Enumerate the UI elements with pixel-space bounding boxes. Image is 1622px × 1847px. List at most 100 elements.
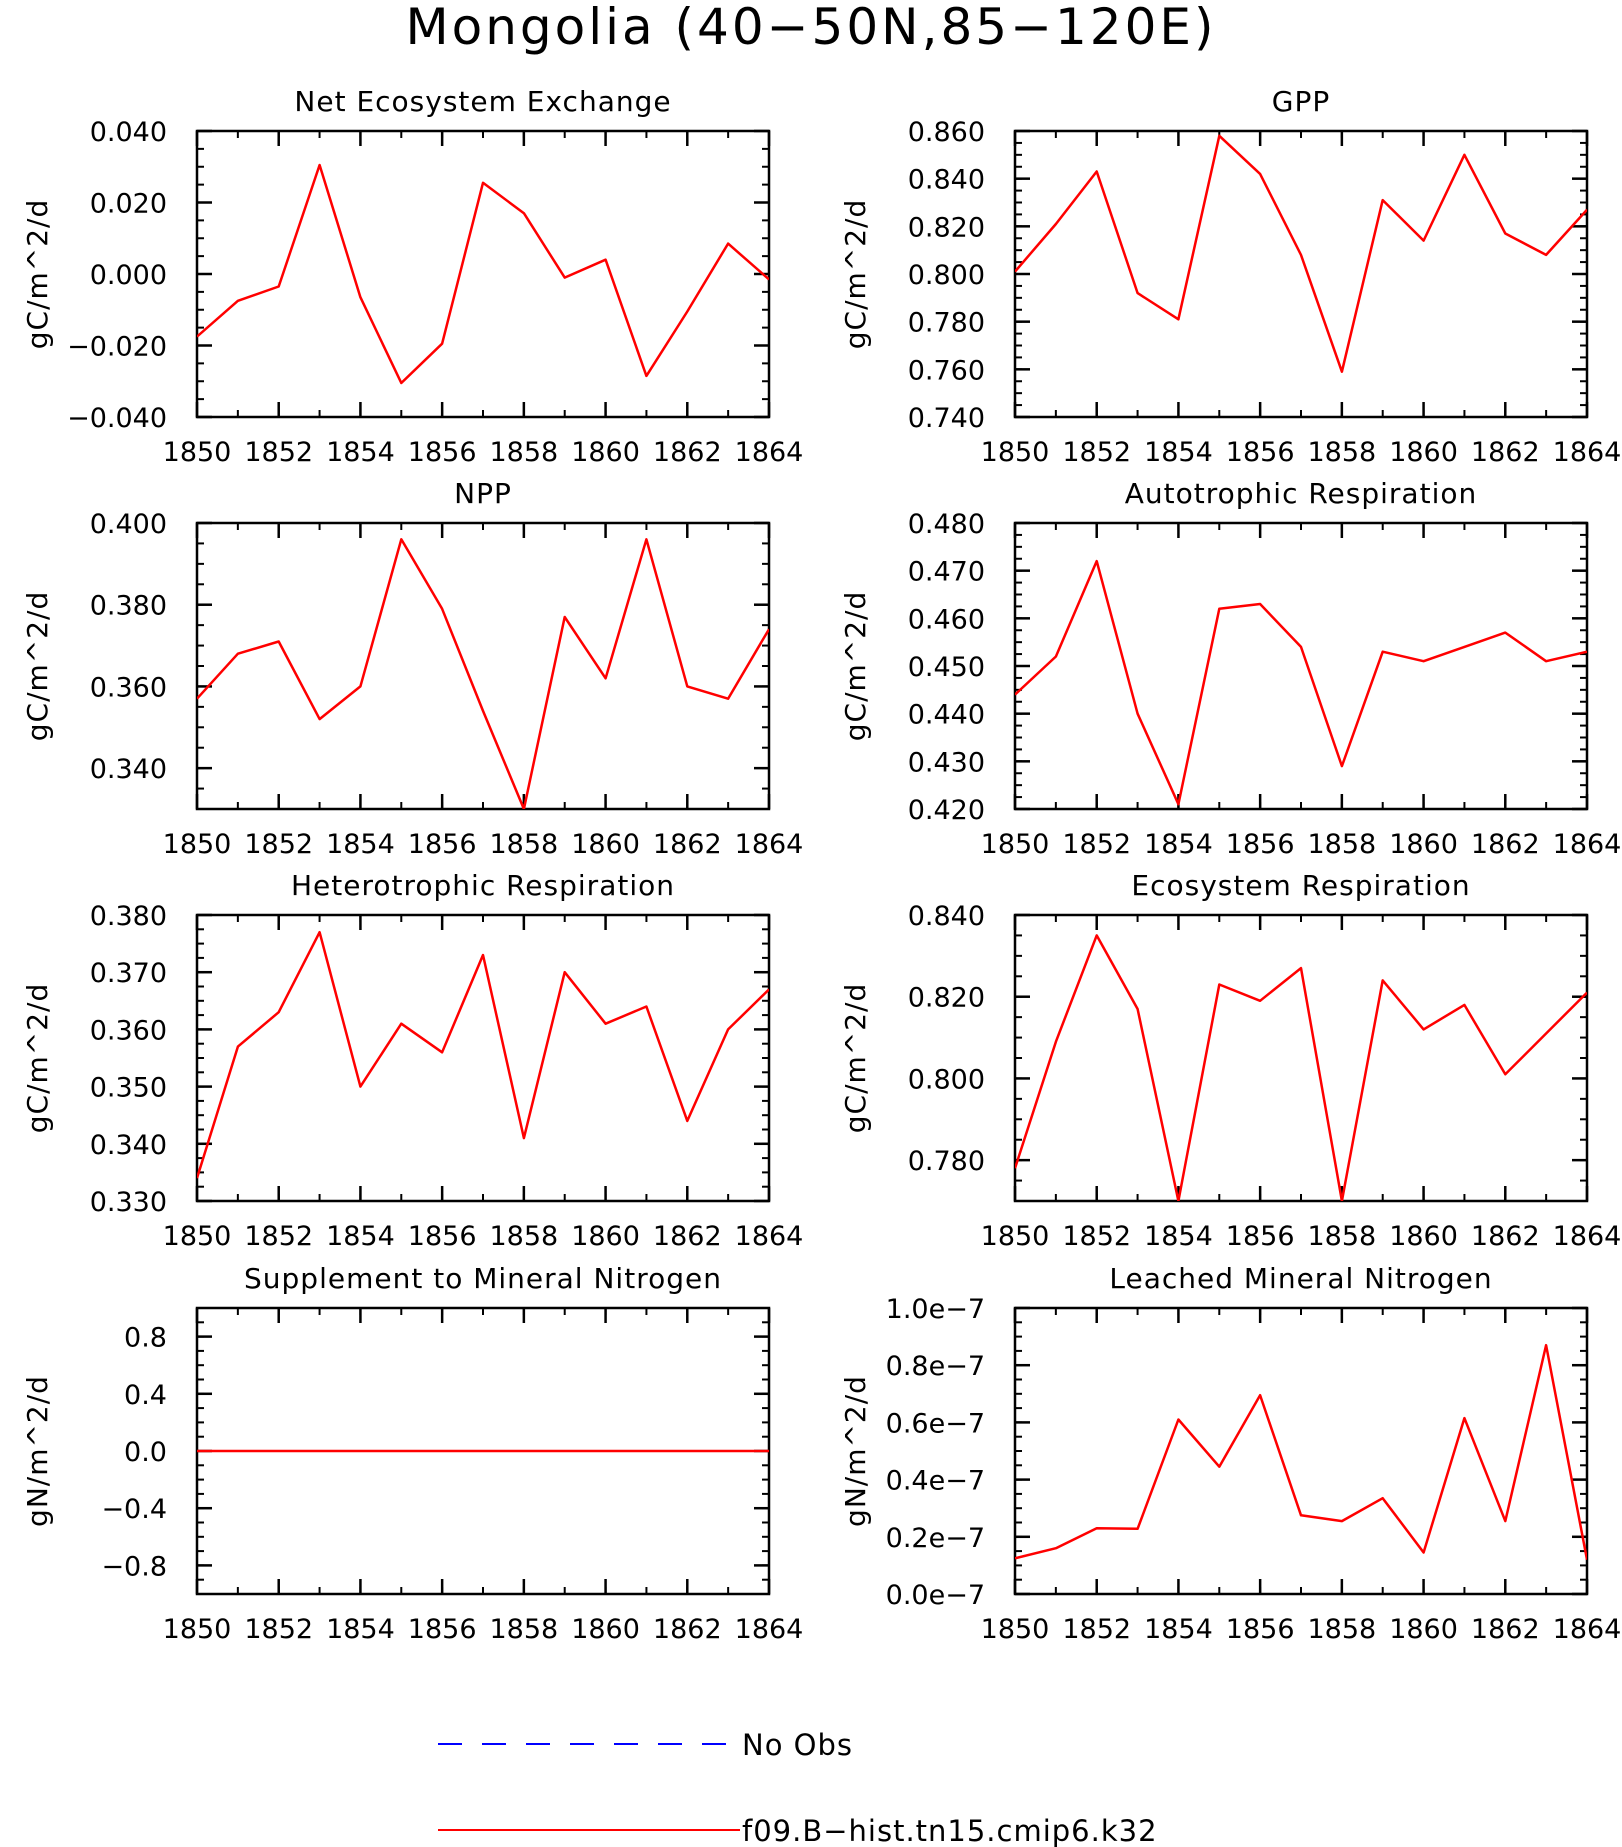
panels-group: Net Ecosystem Exchange gC/m^2/d 1850 1852 18…	[21, 85, 1621, 1645]
y-tick-label: 0.480	[908, 509, 985, 540]
x-tick-label: 1856	[1226, 437, 1295, 468]
y-tick-label: 0.0e−7	[886, 1580, 985, 1611]
x-tick-label: 1864	[1553, 829, 1622, 860]
y-tick-label: 0.000	[90, 260, 167, 291]
x-tick-label: 1864	[735, 1221, 804, 1252]
x-tick-label: 1862	[1471, 829, 1540, 860]
chart-panel: Ecosystem Respiration gC/m^2/d 1850 1852 185…	[839, 869, 1621, 1252]
legend-model-label: f09.B−hist.tn15.cmip6.k32	[742, 1814, 1158, 1847]
y-tick-label: 1.0e−7	[886, 1294, 985, 1325]
x-tick-label: 1852	[244, 1614, 313, 1645]
legend-no-obs-label: No Obs	[742, 1728, 853, 1762]
y-tick-label: 0.8	[124, 1323, 167, 1354]
y-tick-label: −0.020	[67, 332, 167, 363]
y-axis-label: gC/m^2/d	[21, 983, 54, 1134]
y-tick-label: 0.420	[908, 795, 985, 826]
x-tick-label: 1862	[1471, 437, 1540, 468]
x-tick-label: 1852	[1062, 829, 1131, 860]
y-tick-label: 0.840	[908, 901, 985, 932]
series-line	[1015, 1343, 1587, 1560]
x-tick-label: 1862	[653, 1614, 722, 1645]
x-tick-label: 1864	[1553, 1221, 1622, 1252]
x-tick-label: 1850	[981, 1221, 1050, 1252]
y-tick-label: 0.330	[90, 1187, 167, 1218]
y-tick-label: 0.040	[90, 117, 167, 148]
series-line	[1015, 934, 1587, 1201]
x-tick-label: 1850	[163, 1614, 232, 1645]
panel-title: GPP	[1272, 85, 1330, 118]
chart-panel: Net Ecosystem Exchange gC/m^2/d 1850 1852 18…	[21, 85, 803, 468]
y-tick-label: 0.470	[908, 557, 985, 588]
chart-panel: Supplement to Mineral Nitrogen gN/m^2/d 18…	[21, 1262, 803, 1645]
y-axis-label: gC/m^2/d	[21, 199, 54, 350]
y-tick-label: 0.840	[908, 165, 985, 196]
panel-title: Leached Mineral Nitrogen	[1109, 1262, 1492, 1295]
y-tick-label: 0.020	[90, 189, 167, 220]
x-tick-label: 1856	[408, 1614, 477, 1645]
x-tick-label: 1856	[1226, 1221, 1295, 1252]
series-line	[197, 163, 769, 385]
y-tick-label: 0.4	[124, 1380, 167, 1411]
x-tick-label: 1864	[1553, 1614, 1622, 1645]
x-tick-label: 1854	[326, 1614, 395, 1645]
x-tick-label: 1850	[981, 437, 1050, 468]
y-axis-label: gC/m^2/d	[21, 591, 54, 742]
x-tick-label: 1862	[653, 437, 722, 468]
x-tick-label: 1864	[735, 829, 804, 860]
x-tick-label: 1856	[408, 829, 477, 860]
plot-frame	[195, 521, 771, 811]
x-tick-label: 1864	[735, 437, 804, 468]
legend: No Obs f09.B−hist.tn15.cmip6.k32	[438, 1728, 1158, 1847]
y-axis-label: gN/m^2/d	[839, 1375, 872, 1527]
x-tick-label: 1862	[653, 1221, 722, 1252]
x-tick-label: 1850	[163, 1221, 232, 1252]
x-tick-label: 1858	[489, 437, 558, 468]
y-tick-label: 0.440	[908, 700, 985, 731]
x-tick-label: 1854	[326, 437, 395, 468]
plot-frame	[1013, 913, 1589, 1203]
y-tick-label: 0.6e−7	[886, 1408, 985, 1439]
y-tick-label: 0.760	[908, 355, 985, 386]
y-tick-label: 0.8e−7	[886, 1351, 985, 1382]
x-tick-label: 1850	[981, 829, 1050, 860]
panel-title: Heterotrophic Respiration	[291, 869, 675, 902]
series-line	[1015, 559, 1587, 806]
x-tick-label: 1856	[408, 437, 477, 468]
x-tick-label: 1858	[1307, 437, 1376, 468]
y-axis-label: gC/m^2/d	[839, 591, 872, 742]
y-tick-label: −0.8	[101, 1551, 167, 1582]
x-tick-label: 1860	[1389, 437, 1458, 468]
y-tick-label: 0.780	[908, 308, 985, 339]
x-tick-label: 1854	[1144, 829, 1213, 860]
panel-title: Supplement to Mineral Nitrogen	[244, 1262, 722, 1295]
y-tick-label: 0.2e−7	[886, 1523, 985, 1554]
x-tick-label: 1862	[1471, 1221, 1540, 1252]
plot-frame	[1013, 1306, 1589, 1596]
x-tick-label: 1854	[326, 829, 395, 860]
x-tick-label: 1850	[163, 829, 232, 860]
x-tick-label: 1850	[163, 437, 232, 468]
x-tick-label: 1860	[571, 437, 640, 468]
y-tick-label: 0.340	[90, 1130, 167, 1161]
chart-panel: Leached Mineral Nitrogen gN/m^2/d 1850 1852…	[839, 1262, 1621, 1645]
y-tick-label: 0.740	[908, 403, 985, 434]
x-tick-label: 1854	[1144, 437, 1213, 468]
chart-panel: Heterotrophic Respiration gC/m^2/d 1850 185…	[21, 869, 803, 1252]
figure-title: Mongolia (40−50N,85−120E)	[405, 0, 1216, 56]
x-tick-label: 1858	[1307, 1614, 1376, 1645]
x-tick-label: 1854	[1144, 1221, 1213, 1252]
x-tick-label: 1864	[1553, 437, 1622, 468]
y-tick-label: 0.360	[90, 672, 167, 703]
y-tick-label: 0.380	[90, 591, 167, 622]
x-tick-label: 1862	[653, 829, 722, 860]
y-tick-label: 0.0	[124, 1437, 167, 1468]
series-line	[1015, 134, 1587, 373]
y-tick-label: 0.400	[90, 509, 167, 540]
x-tick-label: 1854	[1144, 1614, 1213, 1645]
x-tick-label: 1860	[571, 829, 640, 860]
x-tick-label: 1860	[571, 1614, 640, 1645]
y-tick-label: −0.4	[101, 1494, 167, 1525]
x-tick-label: 1858	[1307, 829, 1376, 860]
y-tick-label: 0.820	[908, 212, 985, 243]
